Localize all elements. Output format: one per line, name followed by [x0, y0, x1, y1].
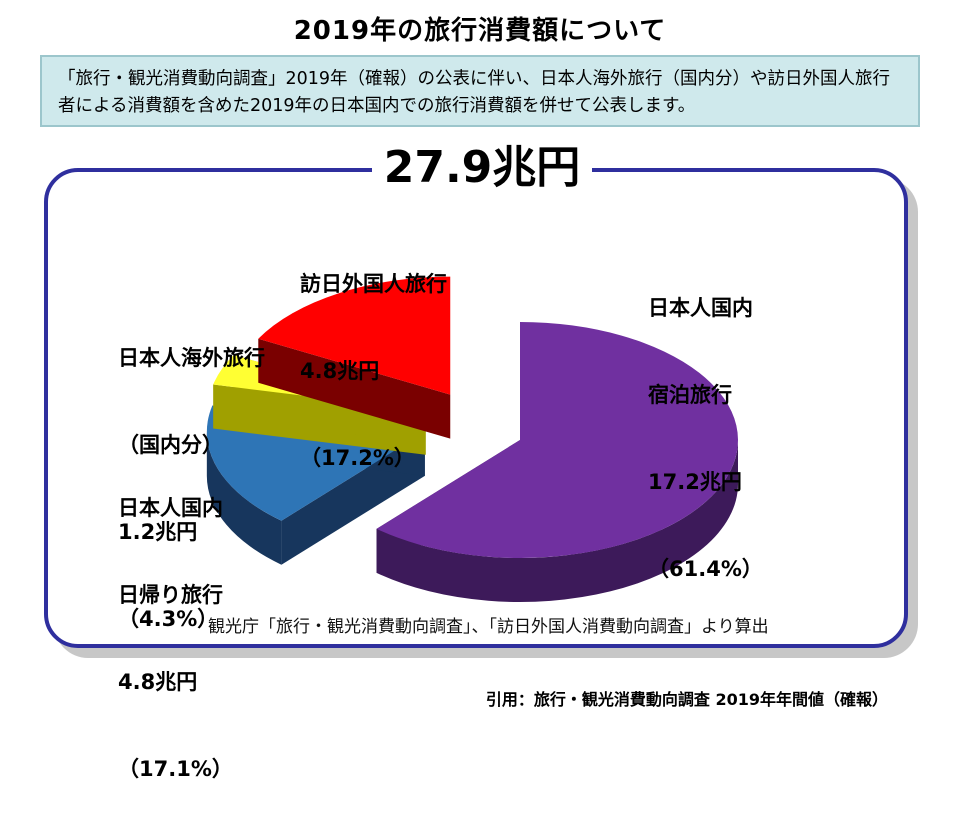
label-inbound-percent: （17.2%） — [300, 446, 415, 470]
label-domestic-overnight-name-2: 宿泊旅行 — [648, 383, 732, 407]
slice-inbound — [258, 276, 451, 439]
label-inbound-name: 訪日外国人旅行 — [300, 272, 447, 296]
slice-domestic-overnight — [376, 322, 739, 602]
label-outbound-domestic: 日本人海外旅行 （国内分） 1.2兆円 （4.3%） — [118, 286, 265, 663]
notice-box: 「旅行・観光消費動向調査」2019年（確報）の公表に伴い、日本人海外旅行（国内分… — [40, 55, 920, 127]
label-domestic-daytrip-name-1: 日本人国内 — [118, 496, 223, 520]
pie-sides — [376, 322, 739, 602]
label-domestic-daytrip-value: 4.8兆円 — [118, 670, 198, 694]
label-inbound-value: 4.8兆円 — [300, 359, 380, 383]
label-outbound-domestic-value: 1.2兆円 — [118, 520, 198, 544]
citation: 引用：旅行・観光消費動向調査 2019年年間値（確報） — [485, 690, 888, 709]
slice-domestic-overnight-rim — [376, 440, 738, 602]
label-domestic-daytrip-percent: （17.1%） — [118, 757, 233, 781]
label-outbound-domestic-name-1: 日本人海外旅行 — [118, 346, 265, 370]
label-inbound: 訪日外国人旅行 4.8兆円 （17.2%） — [300, 212, 447, 502]
slice-inbound-top — [258, 276, 451, 395]
label-domestic-overnight-percent: （61.4%） — [648, 557, 763, 581]
page-title: 2019年の旅行消費額について — [293, 16, 667, 46]
slice-domestic-overnight-top — [376, 322, 739, 558]
source-note: 観光庁「旅行・観光消費動向調査」、「訪日外国人消費動向調査」より算出 — [208, 617, 769, 637]
label-domestic-daytrip-name-2: 日帰り旅行 — [118, 583, 223, 607]
label-domestic-overnight: 日本人国内 宿泊旅行 17.2兆円 （61.4%） — [648, 236, 763, 613]
pie-chart — [206, 276, 739, 602]
label-outbound-domestic-percent: （4.3%） — [118, 607, 219, 631]
slice-domestic-daytrip-rim — [206, 431, 282, 565]
label-outbound-domestic-name-2: （国内分） — [118, 433, 223, 457]
label-domestic-overnight-name-1: 日本人国内 — [648, 296, 753, 320]
pie-tops — [206, 276, 451, 565]
slice-inbound-cut-0 — [258, 338, 451, 439]
label-domestic-overnight-value: 17.2兆円 — [648, 470, 742, 494]
total-amount: 27.9兆円 — [372, 140, 592, 196]
